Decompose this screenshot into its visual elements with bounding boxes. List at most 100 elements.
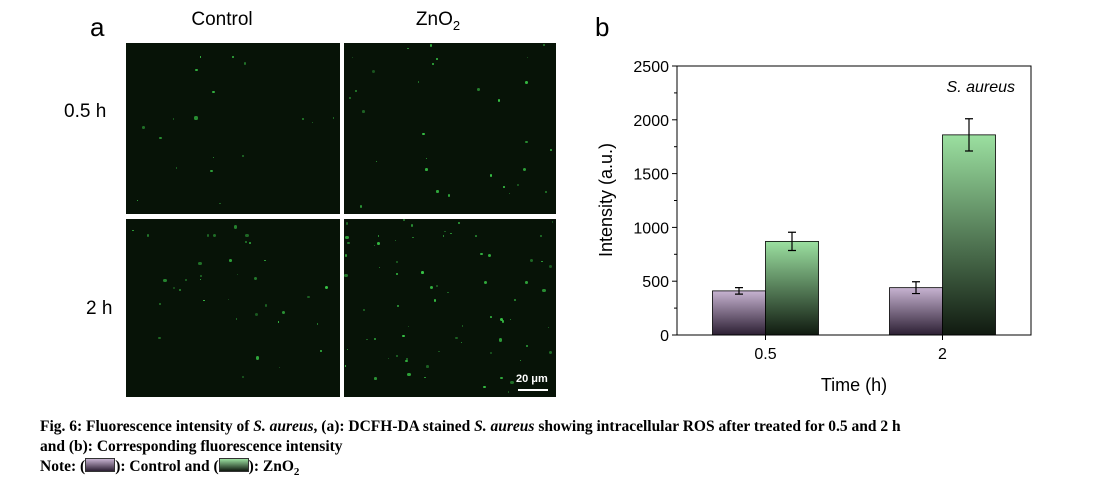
fluorescent-spot bbox=[435, 284, 438, 287]
fluorescent-spot bbox=[396, 261, 399, 264]
fluorescent-spot bbox=[361, 110, 365, 113]
micrograph-control-0-5h bbox=[126, 43, 340, 214]
fluorescent-spot bbox=[254, 313, 259, 317]
fluorescent-spot bbox=[210, 169, 213, 173]
fluorescent-spot bbox=[527, 56, 529, 59]
fluorescent-spot bbox=[412, 236, 414, 239]
fluorescent-spot bbox=[509, 318, 511, 321]
fluorescent-spot bbox=[507, 391, 509, 393]
fluorescent-spot bbox=[163, 278, 167, 282]
row-label-0-5h: 0.5 h bbox=[64, 101, 107, 122]
fluorescent-spot bbox=[397, 305, 399, 307]
panel-b-letter: b bbox=[595, 12, 610, 42]
fluorescent-spot bbox=[362, 309, 365, 312]
control-swatch bbox=[85, 458, 116, 472]
micrograph-control-2h bbox=[126, 219, 340, 397]
fluorescent-spot bbox=[549, 149, 553, 152]
fluorescent-spot bbox=[198, 262, 202, 266]
fluorescent-spot bbox=[344, 273, 348, 278]
fluorescent-spot bbox=[136, 199, 138, 202]
fluorescent-spot bbox=[403, 219, 406, 221]
error-bar-series-1-0.5 bbox=[788, 231, 796, 252]
fluorescent-spot bbox=[435, 57, 439, 61]
fluorescent-spot bbox=[444, 230, 447, 233]
fluorescent-spot bbox=[307, 295, 310, 298]
x-axis-title: Time (h) bbox=[821, 375, 887, 395]
fluorescent-spot bbox=[547, 327, 549, 329]
fluorescent-spot bbox=[373, 244, 376, 246]
fluorescent-spot bbox=[422, 133, 425, 136]
panel-a-letter: a bbox=[90, 12, 105, 42]
fluorescent-spot bbox=[232, 56, 235, 59]
fluorescent-spot bbox=[184, 279, 187, 282]
fluorescent-spot bbox=[402, 334, 405, 338]
column-label-zno2: ZnO2 bbox=[338, 9, 538, 33]
fluorescent-spot bbox=[235, 318, 238, 320]
error-bar-series-1-2 bbox=[965, 118, 973, 152]
fluorescent-spot bbox=[430, 44, 433, 47]
fluorescent-spot bbox=[524, 81, 528, 85]
row-label-2h: 2 h bbox=[86, 298, 113, 319]
fluorescent-spot bbox=[203, 300, 205, 302]
caption-text-1e: showing intracellular ROS after treated … bbox=[534, 418, 901, 435]
fluorescent-spot bbox=[500, 318, 504, 322]
x-tick-label: 2 bbox=[938, 346, 947, 363]
bar-series-0-2 bbox=[889, 287, 943, 336]
fluorescent-spot bbox=[501, 320, 505, 323]
fluorescent-spot bbox=[548, 351, 552, 355]
fluorescent-spot bbox=[519, 359, 522, 361]
column-label-zno2-subscript: 2 bbox=[452, 17, 461, 33]
fluorescent-spot bbox=[376, 161, 378, 163]
fluorescent-spot bbox=[178, 288, 181, 292]
fluorescent-spot bbox=[212, 233, 216, 237]
fluorescent-spot bbox=[325, 285, 329, 289]
fluorescent-spot bbox=[228, 298, 230, 300]
fluorescent-spot bbox=[405, 357, 409, 361]
fluorescent-spot bbox=[200, 274, 202, 277]
fluorescent-spot bbox=[253, 277, 258, 281]
fluorescent-spot bbox=[372, 70, 376, 74]
fluorescent-spot bbox=[542, 289, 546, 293]
fluorescent-spot bbox=[146, 234, 150, 237]
fluorescent-spot bbox=[497, 99, 500, 102]
fluorescent-spot bbox=[256, 356, 260, 360]
fluorescent-spot bbox=[483, 386, 486, 389]
caption-species-1: S. aureus bbox=[253, 418, 314, 435]
fluorescent-spot bbox=[278, 367, 281, 369]
note-text-c: ): ZnO bbox=[248, 458, 294, 475]
note-text-b: ): Control and ( bbox=[115, 458, 219, 475]
fluorescent-spot bbox=[540, 234, 543, 237]
fluorescent-spot bbox=[525, 280, 529, 284]
fluorescent-spot bbox=[431, 63, 434, 66]
fluorescent-spot bbox=[377, 235, 379, 237]
fluorescent-spot bbox=[359, 205, 362, 208]
fluorescent-spot bbox=[388, 358, 390, 360]
fluorescent-spot bbox=[425, 157, 428, 160]
bar-series-0-0.5 bbox=[712, 290, 766, 336]
note-text-a: Note: ( bbox=[40, 458, 86, 475]
fluorescent-spot bbox=[455, 336, 458, 339]
fluorescent-spot bbox=[373, 337, 377, 341]
fluorescent-spot bbox=[349, 97, 352, 100]
y-tick-label: 1500 bbox=[633, 167, 669, 184]
micrograph-zno2-2h: 20 μm bbox=[344, 219, 556, 397]
fluorescent-spot bbox=[248, 241, 251, 244]
fluorescent-spot bbox=[212, 156, 214, 158]
fluorescent-spot bbox=[264, 259, 266, 261]
fluorescent-spot bbox=[499, 338, 503, 342]
caption-species-2: S. aureus bbox=[474, 418, 535, 435]
error-bar-series-0-0.5 bbox=[735, 287, 743, 295]
fluorescent-spot bbox=[229, 259, 233, 262]
fluorescent-spot bbox=[425, 168, 429, 171]
fluorescent-spot bbox=[475, 234, 477, 237]
fluorescent-spot bbox=[489, 352, 492, 355]
fluorescent-spot bbox=[395, 240, 397, 242]
fluorescent-spot bbox=[346, 348, 348, 351]
fluorescent-spot bbox=[548, 265, 553, 269]
fluorescent-spot bbox=[407, 372, 411, 376]
fluorescent-spot bbox=[516, 183, 520, 187]
scale-bar bbox=[518, 389, 548, 391]
fluorescent-spot bbox=[172, 286, 175, 289]
bar-series-1-0.5 bbox=[765, 240, 819, 336]
fluorescent-spot bbox=[206, 234, 210, 237]
